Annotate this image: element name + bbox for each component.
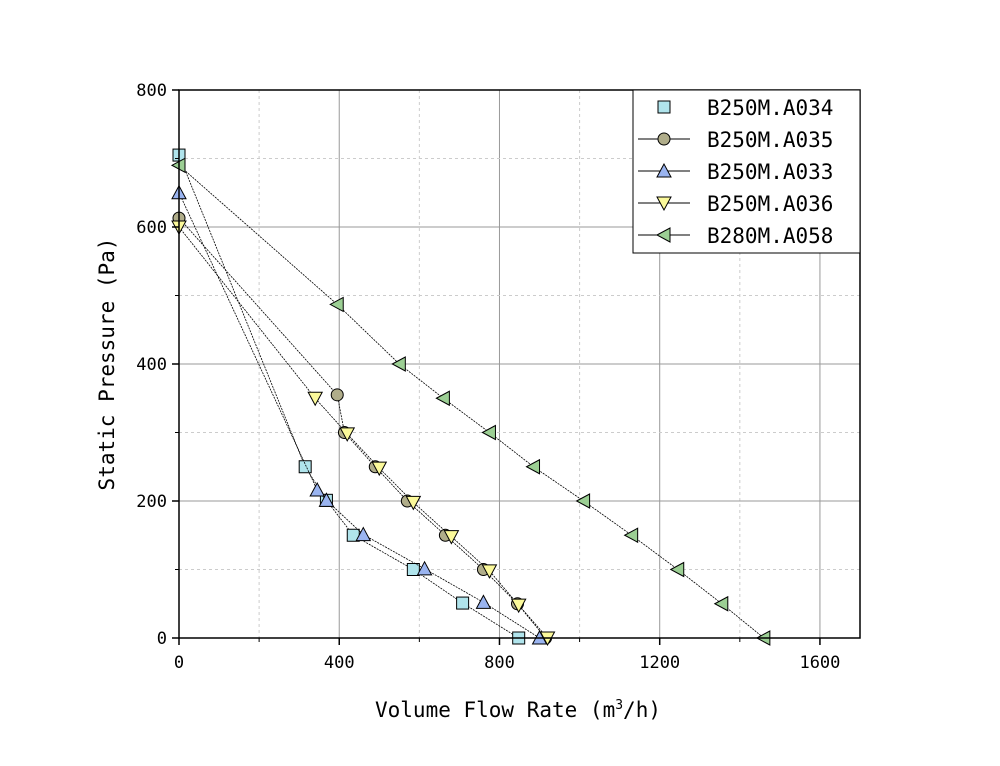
data-point-triangle-down <box>339 427 356 442</box>
legend-item: B250M.A034 <box>657 96 833 120</box>
data-point-triangle-left <box>481 424 496 441</box>
data-point-square <box>657 100 671 114</box>
legend-label: B250M.A035 <box>707 128 833 152</box>
data-point-triangle-left <box>391 356 406 372</box>
data-point-triangle-left <box>669 561 685 578</box>
x-tick-label: 800 <box>484 653 515 673</box>
data-point-triangle-left <box>623 527 639 544</box>
y-tick-label: 200 <box>136 492 167 512</box>
data-point-triangle-left <box>329 296 344 313</box>
data-point-triangle-down <box>510 598 527 614</box>
data-point-triangle-left <box>525 458 541 475</box>
data-point-triangle-left <box>435 390 450 407</box>
data-point-triangle-down <box>371 461 388 477</box>
x-tick-label: 400 <box>324 653 355 673</box>
data-point-triangle-left <box>575 493 591 509</box>
legend: B250M.A034 B250M.A035 B250M.A033 B250M.A036… <box>632 89 861 254</box>
legend-item: B250M.A035 <box>638 128 833 152</box>
x-tick-label: 1200 <box>639 653 680 673</box>
y-tick-label: 400 <box>136 355 167 375</box>
data-point-triangle-left <box>655 227 671 243</box>
series-line <box>178 154 519 639</box>
x-tick-label: 0 <box>174 653 184 673</box>
legend-item: B250M.A036 <box>638 192 833 216</box>
series-line <box>178 217 546 639</box>
data-point-triangle-up <box>656 162 672 178</box>
legend-label: B250M.A033 <box>707 160 833 184</box>
data-point-triangle-up <box>318 492 335 507</box>
legend-item: B280M.A058 <box>638 224 833 248</box>
y-tick-label: 600 <box>136 218 167 238</box>
data-point-triangle-down <box>307 391 324 407</box>
y-tick-label: 800 <box>136 81 167 101</box>
y-axis-label: Static Pressure (Pa) <box>95 238 119 491</box>
data-point-circle <box>657 132 671 146</box>
data-point-triangle-up <box>416 560 433 576</box>
legend-label: B250M.A034 <box>707 96 833 120</box>
legend-label: B280M.A058 <box>707 224 833 248</box>
x-tick-label: 1600 <box>799 653 840 673</box>
data-point-square <box>406 563 420 576</box>
data-point-square <box>298 460 312 474</box>
data-point-circle <box>330 388 344 402</box>
legend-label: B250M.A036 <box>707 192 833 216</box>
data-point-triangle-up <box>475 594 492 609</box>
y-tick-label: 0 <box>157 629 167 649</box>
axis-ticks: 0 400 800 1200 1600 0 200 400 600 800 <box>136 81 840 673</box>
data-point-triangle-up <box>355 526 372 542</box>
legend-item: B250M.A033 <box>638 160 833 184</box>
data-point-triangle-down <box>656 196 672 212</box>
data-point-triangle-left <box>713 595 729 612</box>
x-axis-label: Volume Flow Rate (m3/h) <box>375 698 661 722</box>
data-point-triangle-up <box>309 481 326 497</box>
data-point-square <box>456 596 470 610</box>
data-point-triangle-down <box>405 495 422 511</box>
data-point-triangle-down <box>443 530 460 545</box>
data-point-triangle-down <box>481 564 498 579</box>
series-b250m-a033 <box>171 184 548 645</box>
